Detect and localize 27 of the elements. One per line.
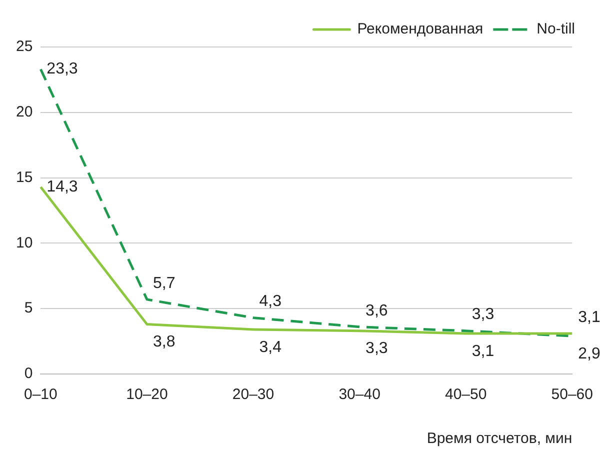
y-tick-label: 0: [24, 365, 33, 382]
legend-label: Рекомендованная: [357, 20, 484, 38]
x-tick-label: 40–50: [444, 386, 487, 404]
x-axis-title: Время отсчетов, мин: [426, 430, 572, 448]
data-label: 3,4: [259, 338, 282, 356]
data-label: 2,9: [578, 345, 600, 362]
x-tick-label: 30–40: [338, 386, 380, 404]
x-tick-label: 20–30: [232, 386, 274, 404]
data-label: 14,3: [46, 178, 78, 196]
data-label: 4,3: [259, 293, 282, 310]
y-tick-label: 25: [16, 38, 33, 56]
data-label: 23,3: [46, 60, 78, 78]
data-label: 3,3: [366, 340, 388, 358]
legend-label: No-till: [536, 20, 576, 38]
data-label: 3,3: [472, 306, 494, 324]
data-label: 3,6: [366, 302, 388, 320]
data-label: 5,7: [152, 274, 176, 292]
y-tick-label: 20: [16, 104, 33, 121]
y-tick-label: 5: [24, 300, 33, 317]
data-label: 3,1: [578, 308, 600, 326]
x-tick-label: 10–20: [126, 386, 168, 404]
data-label: 3,1: [472, 342, 494, 360]
y-tick-label: 10: [16, 234, 33, 252]
x-tick-label: 50–60: [551, 386, 594, 404]
y-tick-label: 15: [16, 168, 33, 186]
x-tick-label: 0–10: [24, 386, 58, 404]
data-label: 3,8: [152, 334, 176, 351]
